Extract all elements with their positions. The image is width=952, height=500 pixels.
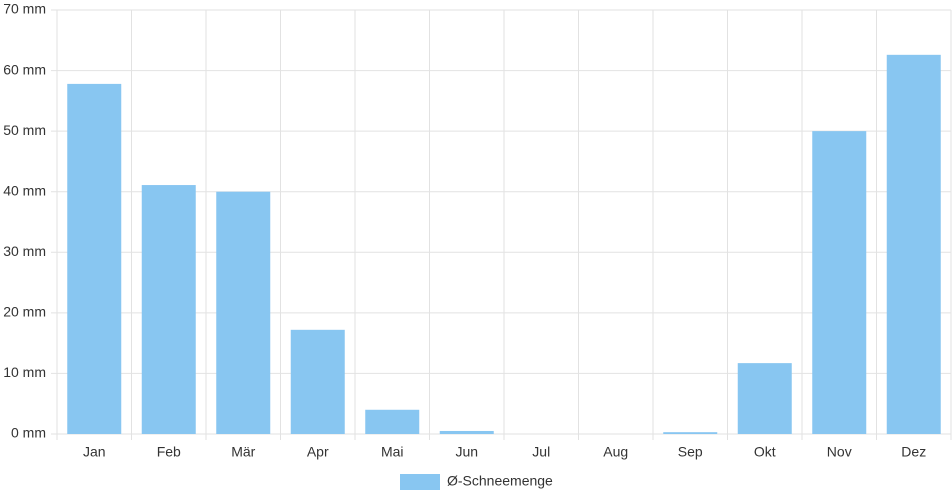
- x-tick-label: Sep: [678, 444, 703, 460]
- x-tick-label: Mai: [381, 444, 404, 460]
- bar: [141, 185, 196, 434]
- y-tick-label: 50 mm: [3, 122, 46, 138]
- y-tick-label: 0 mm: [11, 425, 46, 441]
- y-tick-label: 70 mm: [3, 1, 46, 17]
- bar: [737, 363, 792, 434]
- bar: [365, 409, 420, 434]
- x-tick-label: Mär: [231, 444, 255, 460]
- x-tick-label: Jan: [83, 444, 106, 460]
- x-tick-label: Nov: [827, 444, 852, 460]
- bar: [663, 432, 718, 434]
- x-tick-label: Dez: [901, 444, 926, 460]
- bar: [67, 83, 122, 434]
- x-tick-label: Jun: [455, 444, 478, 460]
- bar: [216, 191, 271, 434]
- y-tick-label: 40 mm: [3, 182, 46, 198]
- y-tick-label: 30 mm: [3, 243, 46, 259]
- bar: [812, 131, 867, 434]
- x-tick-label: Okt: [754, 444, 776, 460]
- bar: [886, 54, 941, 435]
- bar: [290, 329, 345, 434]
- x-tick-label: Aug: [603, 444, 628, 460]
- x-tick-label: Apr: [307, 444, 329, 460]
- y-tick-label: 20 mm: [3, 304, 46, 320]
- bar: [439, 430, 494, 434]
- y-tick-label: 10 mm: [3, 364, 46, 380]
- y-tick-label: 60 mm: [3, 61, 46, 77]
- legend-label: Ø-Schneemenge: [447, 473, 553, 489]
- x-tick-label: Jul: [532, 444, 550, 460]
- x-tick-label: Feb: [157, 444, 181, 460]
- legend-swatch: [400, 474, 440, 490]
